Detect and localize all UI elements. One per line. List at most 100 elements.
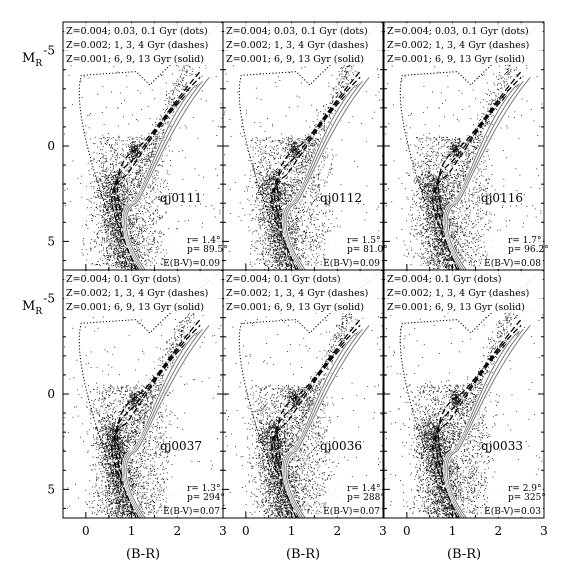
star-point [120,187,122,188]
star-point [221,117,223,119]
star-point [161,165,163,167]
star-point [131,185,132,187]
star-point [113,186,114,188]
star-point [273,192,275,194]
star-point [201,226,203,228]
star-point [117,125,119,127]
star-point [130,162,132,164]
star-point [277,189,279,191]
star-point [284,262,286,264]
star-point [107,226,109,228]
star-point [102,198,104,200]
star-point [289,265,291,267]
star-point [111,176,113,178]
star-point [286,200,288,202]
star-point [118,260,120,262]
star-point [115,217,117,218]
star-point [277,257,279,259]
star-point [94,239,96,241]
star-point [96,206,97,208]
star-point [140,206,142,208]
star-point [105,186,107,188]
panel-qj0111: Z=0.004; 0.03, 0.1 Gyr (dots)Z=0.002; 1,… [22,21,228,271]
star-point [87,207,88,209]
star-point [135,216,137,218]
star-point [105,229,107,231]
star-point [123,248,124,250]
star-point [122,185,124,187]
star-point [105,207,107,209]
star-point [112,196,114,197]
star-point [136,151,138,152]
star-point [153,153,155,155]
star-point [270,180,272,182]
star-point [132,218,134,220]
star-point [120,212,122,214]
star-point [110,170,112,172]
star-point [133,221,135,223]
star-point [124,254,125,255]
star-point [106,233,108,235]
star-point [127,258,129,260]
star-point [248,200,250,202]
star-point [97,93,99,95]
star-point [97,180,99,182]
star-point [118,168,120,170]
star-point [272,246,274,248]
star-point [270,221,271,223]
star-point [270,195,272,196]
star-point [130,166,132,168]
star-point [114,191,116,192]
star-point [151,136,152,138]
star-point [293,246,295,247]
star-point [276,249,278,251]
star-point [144,161,146,163]
star-point [118,238,120,240]
star-point [117,157,119,159]
star-point [139,160,141,162]
star-point [147,150,149,152]
star-point [153,155,154,157]
star-point [141,150,143,152]
star-point [279,265,280,266]
star-point [107,252,109,254]
star-point [108,191,110,193]
star-point [290,210,292,212]
star-point [152,140,154,141]
star-point [114,175,116,176]
star-point [119,263,121,265]
star-point [273,199,275,201]
star-point [265,196,266,198]
star-point [288,200,290,201]
star-point [283,244,285,245]
star-point [133,144,135,145]
star-point [126,201,128,203]
y-tick-label: 0 [47,139,55,153]
star-point [198,174,200,176]
star-point [273,191,275,192]
star-point [267,209,269,211]
star-point [112,231,114,233]
y-tick-label: 5 [47,234,55,248]
star-point [186,69,188,71]
star-point [272,177,274,179]
star-point [112,175,114,177]
star-point [122,155,124,157]
star-point [285,201,286,202]
star-point [157,177,159,179]
star-point [109,163,111,165]
star-point [99,178,101,179]
star-point [269,212,271,214]
star-point [134,249,136,250]
star-point [133,179,135,181]
star-point [100,193,101,194]
star-point [148,154,150,156]
star-point [137,252,138,254]
star-point [114,225,116,227]
star-point [121,208,123,210]
star-point [107,247,108,249]
star-point [278,215,280,217]
star-point [168,113,170,114]
star-point [123,263,125,265]
star-point [115,224,116,226]
